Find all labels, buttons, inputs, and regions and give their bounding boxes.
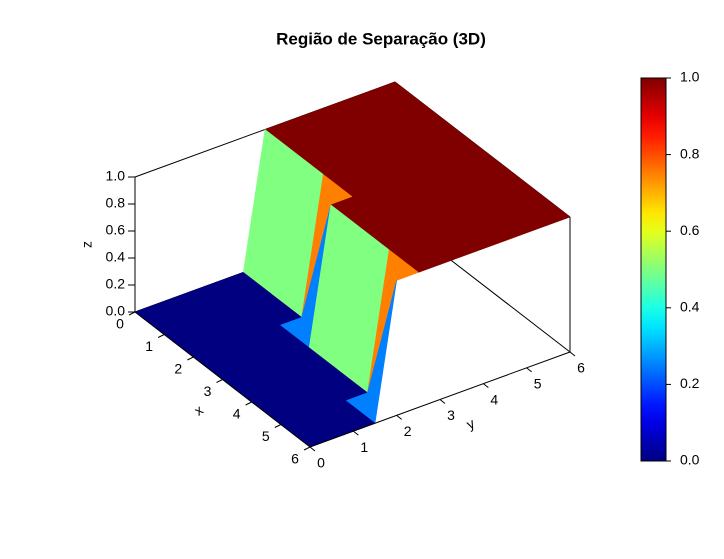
y-tick (569, 351, 576, 357)
x-tick (303, 446, 311, 451)
y-tick (526, 367, 532, 373)
x-tick (216, 379, 223, 383)
x-tick-label: 4 (233, 406, 241, 422)
x-tick (187, 356, 194, 361)
colorbar (640, 77, 667, 462)
y-tick-label: 3 (447, 407, 455, 423)
chart-title: Região de Separação (3D) (276, 29, 486, 48)
x-tick-label: 2 (174, 361, 182, 377)
colorbar-tick-label: 0.0 (680, 452, 700, 468)
x-tick (274, 424, 282, 428)
z-tick-label: 0.2 (106, 276, 126, 292)
x-tick-label: 0 (116, 316, 124, 332)
z-tick-label: 1.0 (106, 168, 126, 184)
z-tick-label: 0.8 (106, 195, 126, 211)
y-tick (396, 414, 402, 420)
x-tick-label: 6 (291, 451, 299, 467)
z-tick-label: 0.6 (106, 222, 126, 238)
y-tick (439, 399, 446, 404)
colorbar-tick-label: 0.4 (680, 299, 700, 315)
y-tick-label: 6 (577, 360, 585, 376)
z-tick-label: 0.0 (106, 303, 126, 319)
y-tick-label: 2 (404, 423, 412, 439)
y-tick-label: 4 (490, 391, 498, 407)
x-tick-label: 5 (262, 428, 270, 444)
x-axis-label: x (191, 402, 206, 419)
z-axis-label: z (79, 241, 95, 248)
y-tick-label: 0 (317, 455, 325, 471)
z-tick-label: 0.4 (106, 249, 126, 265)
colorbar-tick-label: 0.6 (680, 222, 700, 238)
x-tick (157, 334, 165, 338)
colorbar-tick-label: 0.8 (680, 145, 700, 161)
colorbar-tick-label: 0.2 (680, 375, 700, 391)
y-tick-label: 5 (534, 376, 542, 392)
y-tick-label: 1 (360, 439, 368, 455)
colorbar-tick-label: 1.0 (680, 69, 700, 85)
y-tick (309, 446, 316, 452)
y-tick (353, 430, 359, 436)
y-axis-label: y (464, 415, 477, 432)
x-tick-label: 3 (204, 383, 212, 399)
y-tick (483, 383, 489, 389)
x-tick-label: 1 (145, 338, 153, 354)
x-tick (245, 401, 252, 406)
